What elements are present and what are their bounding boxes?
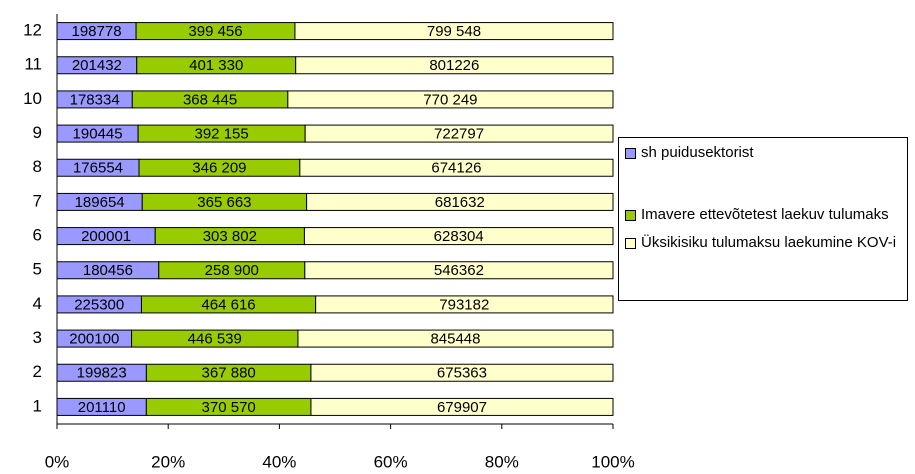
- data-label: 446 539: [188, 331, 242, 348]
- legend-label: Üksikisiku tulumaksu laekumine KOV-i: [641, 234, 897, 251]
- y-tick-label: 12: [23, 21, 42, 40]
- data-label: 546362: [434, 262, 484, 279]
- data-label: 303 802: [203, 228, 257, 245]
- bar-segment: [295, 56, 614, 75]
- data-label: 176554: [73, 160, 123, 177]
- data-label: 799 548: [427, 23, 481, 40]
- legend: sh puidusektorist Imavere ettevõtetest la…: [618, 137, 908, 301]
- data-label: 845448: [430, 331, 480, 348]
- data-label: 368 445: [183, 91, 237, 108]
- bar-segment: [306, 192, 614, 211]
- x-tick-label: 100%: [591, 452, 634, 471]
- data-label: 392 155: [195, 126, 249, 143]
- legend-label: Imavere ettevõtetest laekuv tulumaks: [641, 206, 889, 223]
- data-label: 201110: [78, 399, 126, 416]
- data-label: 201432: [72, 57, 122, 74]
- data-label: 401 330: [189, 57, 243, 74]
- bar-segment: [303, 227, 614, 246]
- bar-segment: [310, 363, 614, 382]
- data-label: 189654: [75, 194, 125, 211]
- data-label: 200001: [81, 228, 131, 245]
- bar-segment: [297, 329, 614, 348]
- data-label: 198778: [72, 23, 122, 40]
- y-tick-label: 9: [33, 123, 42, 142]
- data-label: 801226: [429, 57, 479, 74]
- data-label: 628304: [434, 228, 484, 245]
- y-tick-label: 7: [33, 191, 42, 210]
- data-label: 793182: [439, 296, 489, 313]
- data-label: 770 249: [423, 91, 477, 108]
- legend-item: Üksikisiku tulumaksu laekumine KOV-i: [625, 232, 907, 254]
- y-tick-label: 8: [33, 157, 42, 176]
- y-tick-label: 2: [33, 362, 42, 381]
- data-label: 258 900: [205, 262, 259, 279]
- x-tick-label: 20%: [151, 452, 185, 471]
- legend-swatch: [625, 238, 636, 249]
- y-tick-label: 6: [33, 226, 42, 245]
- data-label: 178334: [70, 91, 120, 108]
- data-label: 399 456: [188, 23, 242, 40]
- y-tick-label: 4: [33, 294, 42, 313]
- y-tick-label: 1: [33, 396, 42, 415]
- bar-segment: [299, 158, 614, 177]
- data-label: 722797: [434, 126, 484, 143]
- legend-swatch: [625, 210, 636, 221]
- bar-segment: [294, 22, 614, 41]
- data-label: 346 209: [192, 160, 246, 177]
- y-tick-label: 11: [24, 55, 42, 74]
- bar-segment: [287, 90, 614, 109]
- data-label: 365 663: [197, 194, 251, 211]
- legend-item: Imavere ettevõtetest laekuv tulumaks: [625, 204, 907, 226]
- y-tick-label: 3: [33, 328, 42, 347]
- data-label: 180456: [83, 262, 133, 279]
- data-label: 679907: [437, 399, 487, 416]
- data-label: 199823: [77, 365, 127, 382]
- data-label: 190445: [73, 126, 123, 143]
- bar-segment: [315, 295, 614, 314]
- x-tick-label: 80%: [485, 452, 519, 471]
- legend-swatch: [625, 148, 636, 159]
- data-label: 225300: [74, 296, 124, 313]
- bar-segment: [310, 397, 614, 416]
- legend-item: sh puidusektorist: [625, 142, 907, 164]
- bar-segment: [304, 261, 614, 280]
- x-tick-label: 0%: [45, 452, 70, 471]
- data-label: 200100: [69, 331, 119, 348]
- y-tick-label: 5: [33, 260, 42, 279]
- data-label: 370 570: [202, 399, 256, 416]
- legend-label: sh puidusektorist: [641, 144, 754, 161]
- x-tick-label: 60%: [374, 452, 408, 471]
- y-tick-label: 10: [23, 89, 42, 108]
- bar-segment: [304, 124, 614, 143]
- data-label: 675363: [437, 365, 487, 382]
- data-label: 367 880: [202, 365, 256, 382]
- x-tick-label: 40%: [262, 452, 296, 471]
- data-label: 674126: [431, 160, 481, 177]
- data-label: 681632: [435, 194, 485, 211]
- data-label: 464 616: [201, 296, 255, 313]
